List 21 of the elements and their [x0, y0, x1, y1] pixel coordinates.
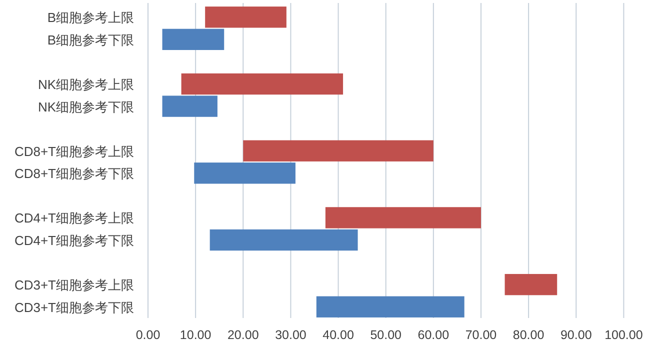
x-tick-label: 60.00 [418, 328, 450, 342]
y-tick-label: B细胞参考下限 [47, 32, 134, 48]
x-tick-label: 40.00 [322, 328, 354, 342]
x-tick-label: 10.00 [180, 328, 212, 342]
y-tick-label: CD4+T细胞参考上限 [14, 210, 134, 226]
y-tick-label: NK细胞参考下限 [38, 99, 134, 114]
x-tick-label: 30.00 [275, 328, 306, 342]
y-tick-label: CD4+T细胞参考下限 [14, 233, 134, 248]
x-tick-label: 0.00 [136, 328, 160, 342]
x-tick-label: 20.00 [228, 328, 259, 342]
x-tick-label: 50.00 [370, 328, 402, 342]
y-tick-label: CD8+T细胞参考下限 [14, 166, 134, 182]
y-tick-label: CD8+T细胞参考上限 [14, 144, 134, 159]
x-tick-label: 100.00 [604, 328, 643, 342]
x-tick-label: 70.00 [465, 328, 497, 342]
x-tick-label: 80.00 [512, 328, 544, 342]
y-tick-label: NK细胞参考上限 [38, 77, 134, 92]
y-tick-label: B细胞参考上限 [47, 10, 134, 26]
y-tick-label: CD3+T细胞参考上限 [14, 278, 134, 293]
y-tick-label: CD3+T细胞参考下限 [14, 300, 134, 315]
x-tick-label: 90.00 [560, 328, 592, 342]
